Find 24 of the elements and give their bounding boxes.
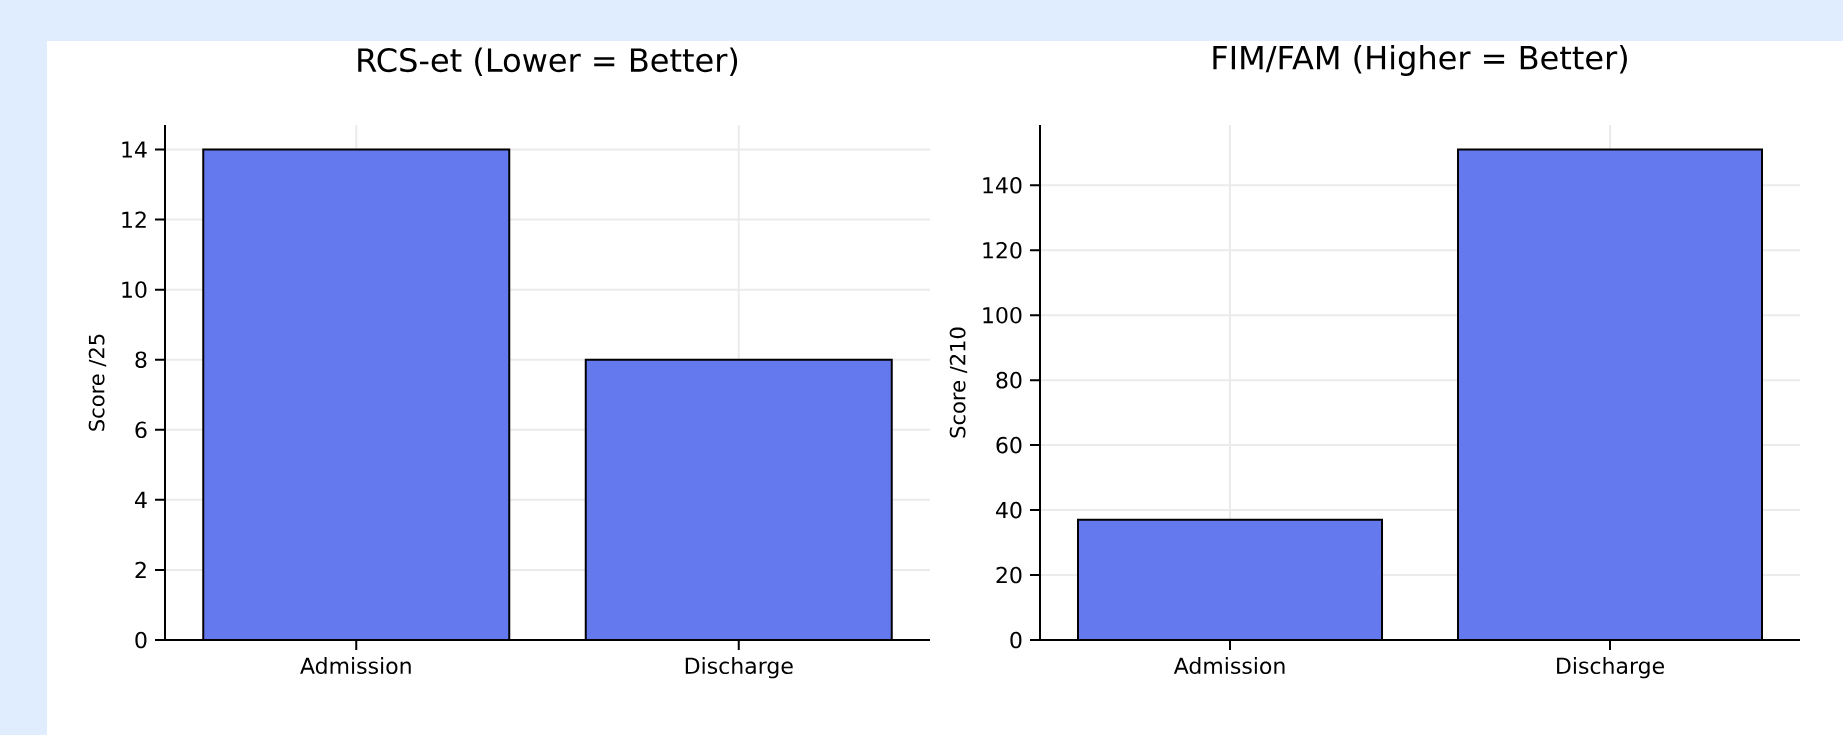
y-tick-label: 6 xyxy=(135,421,147,439)
y-tick-label: 0 xyxy=(1010,631,1022,649)
y-tick-label: 0 xyxy=(135,631,147,649)
y-axis-title: Score /25 xyxy=(88,334,107,431)
x-tick-label: Admission xyxy=(300,657,411,675)
y-tick-label: 10 xyxy=(122,281,147,298)
y-tick-label: 80 xyxy=(996,371,1022,389)
x-tick-label: Admission xyxy=(1173,657,1285,675)
x-tick-label: Discharge xyxy=(685,657,793,679)
y-axis-title: Score /210 xyxy=(949,327,968,438)
x-tick-label: Discharge xyxy=(1557,657,1664,679)
y-tick-label: 140 xyxy=(983,176,1022,194)
y-tick-label: 14 xyxy=(122,141,147,158)
chart-title: RCS-et (Lower = Better) xyxy=(358,47,738,76)
y-tick-label: 40 xyxy=(996,501,1022,519)
y-tick-label: 2 xyxy=(135,561,146,579)
chart-title: FIM/FAM (Higher = Better) xyxy=(1213,44,1627,76)
y-tick-label: 4 xyxy=(135,491,147,508)
y-tick-label: 120 xyxy=(983,241,1022,259)
y-tick-label: 8 xyxy=(135,351,147,369)
y-tick-label: 60 xyxy=(996,436,1022,454)
y-tick-label: 100 xyxy=(983,306,1022,324)
y-tick-label: 20 xyxy=(996,566,1022,584)
y-tick-label: 12 xyxy=(122,211,146,228)
